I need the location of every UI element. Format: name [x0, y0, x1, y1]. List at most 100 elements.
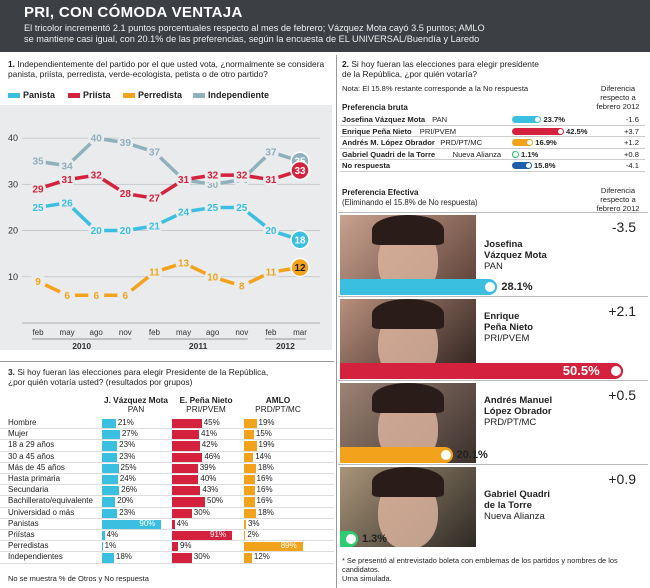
data-label-panista: 20: [91, 226, 103, 237]
data-label-priísta: 32: [91, 171, 103, 182]
bruta-row: Josefina Vázquez Mota PAN 23.7% -1.6: [340, 114, 645, 126]
q3-value: 18%: [257, 462, 274, 472]
q2-title: 2. Si hoy fueran las elecciones para ele…: [342, 59, 642, 79]
data-point-priísta: [146, 190, 163, 207]
data-label-perredista: 8: [239, 282, 245, 293]
bruta-diff: +1.2: [624, 138, 639, 147]
x-tick-label: mar: [293, 328, 307, 337]
q3-bar: [102, 497, 116, 507]
bruta-candidate: Josefina Vázquez Mota: [342, 115, 426, 124]
q3-bar: [244, 553, 252, 563]
q3-bar: [172, 452, 203, 462]
q3-bar: [244, 497, 255, 507]
bruta-bar-marker: [512, 150, 519, 158]
q3-bar: [244, 531, 246, 541]
series-line-perredista: [37, 261, 301, 298]
data-point-perredista: [30, 273, 46, 290]
data-label-independiente: 34: [62, 161, 74, 172]
data-label-independiente: 37: [265, 147, 277, 158]
year-label: 2011: [189, 341, 208, 350]
q3-bar: [244, 430, 254, 440]
data-point-panista: [88, 222, 105, 239]
q3-row: 30 a 45 años 23% 46% 14%: [0, 452, 334, 463]
q3-row-label: Independientes: [8, 552, 63, 562]
candidate-name-block: Enrique Peña Nieto PRI/PVEM: [484, 311, 533, 344]
q3-value: 4%: [176, 518, 189, 528]
data-label-priísta: 28: [120, 189, 132, 200]
page-title: PRI, CON CÓMODA VENTAJA: [24, 4, 243, 21]
q2-text-2: de la República, ¿por quién votaría?: [342, 69, 478, 79]
q3-col-party: PRD/PT/MC: [255, 404, 301, 414]
chart-legend: Panista Priísta Perredista Independiente: [8, 90, 328, 104]
data-point-perredista: [290, 257, 310, 278]
efectiva-bar-marker: [483, 280, 498, 294]
efectiva-bar-marker: [438, 448, 453, 462]
q3-row: Secundaria 26% 43% 16%: [0, 485, 334, 497]
q2-footnote-1: * Se presentó al entrevistado boleta con…: [342, 556, 618, 574]
q3-row-label: Panistas: [8, 518, 39, 528]
year-label: 2010: [72, 341, 91, 350]
q3-bar: [102, 419, 116, 429]
efectiva-bar: [340, 447, 453, 463]
q3-col-name: AMLO: [265, 395, 291, 405]
x-tick-label: ago: [90, 328, 104, 337]
candidate-party: Nueva Alianza: [484, 511, 545, 522]
efectiva-diff: -3.5: [611, 219, 636, 235]
q3-col-name: E. Peña Nieto: [179, 395, 233, 405]
q3-bar: [102, 553, 114, 563]
diff-header-efectiva: Diferencia respecto a febrero 2012: [596, 186, 640, 213]
q3-value: 41%: [201, 429, 218, 439]
q3-bar: [244, 486, 255, 496]
bruta-value: 42.5%: [566, 126, 588, 136]
q3-bar: [244, 441, 257, 451]
bruta-row: No respuesta 15.8% -4.1: [340, 160, 645, 172]
x-tick-label: feb: [265, 328, 277, 337]
q3-value: 2%: [247, 530, 259, 539]
data-point-panista: [290, 230, 310, 250]
legend-priista: Priísta: [68, 90, 111, 100]
data-point-priísta: [175, 171, 192, 188]
efectiva-diff: +2.1: [608, 303, 636, 319]
q3-bar: [172, 486, 201, 496]
q3-bar: [244, 475, 255, 485]
bruta-row: Enrique Peña Nieto PRI/PVEM 42.5% +3.7: [340, 126, 645, 137]
bruta-value: 23.7%: [543, 115, 565, 124]
data-label-independiente: 37: [149, 147, 161, 158]
q3-row-label: Bachillerato/equivalente: [8, 496, 93, 506]
efectiva-value: 20.1%: [456, 449, 488, 461]
series-line-priísta: [37, 168, 301, 200]
q3-value: 30%: [193, 507, 210, 517]
data-point-independiente: [117, 134, 134, 151]
q3-row: Perredistas 1% 9% 89%: [0, 541, 334, 553]
data-label-priísta: 32: [207, 171, 219, 182]
x-tick-label: nov: [119, 328, 132, 337]
x-tick-label: feb: [32, 328, 44, 337]
q3-row: Universidad o más 23% 30% 18%: [0, 508, 334, 519]
x-tick-label: nov: [235, 328, 248, 337]
q3-table: Hombre 21% 45% 19% Mujer 27% 41% 15% 18 a 29 año…: [0, 418, 334, 568]
q3-row-label: 18 a 29 años: [8, 440, 55, 450]
q3-footnote: No se muestra % de Otros y No respuesta: [8, 574, 149, 583]
q3-value: 20%: [117, 496, 134, 506]
data-point-priísta: [262, 171, 279, 188]
bruta-diff: +3.7: [624, 126, 639, 136]
efectiva-bar: [340, 363, 623, 379]
bruta-candidate: Andrés M. López Obrador: [342, 138, 435, 147]
q3-row: Bachillerato/equivalente 20% 50% 16%: [0, 496, 334, 508]
data-label-independiente: 40: [91, 134, 103, 145]
q3-row-label: Más de 45 años: [8, 462, 65, 472]
year-label: 2012: [276, 341, 295, 350]
q3-row: Mujer 27% 41% 15%: [0, 429, 334, 441]
q3-bar: [172, 475, 199, 485]
q3-bar: [102, 475, 118, 485]
data-point-perredista: [88, 287, 105, 304]
data-label-panista: 24: [178, 208, 190, 219]
q3-bar: [102, 452, 118, 462]
q3-row-label: Universidad o más: [8, 507, 75, 517]
bruta-bar: [512, 116, 541, 123]
hair-shape: [372, 215, 444, 245]
q3-value: 23%: [119, 440, 136, 450]
header: PRI, CON CÓMODA VENTAJA El tricolor incr…: [0, 0, 650, 52]
q3-value: 23%: [119, 507, 136, 517]
candidate-name-2: López Obrador: [484, 406, 552, 417]
